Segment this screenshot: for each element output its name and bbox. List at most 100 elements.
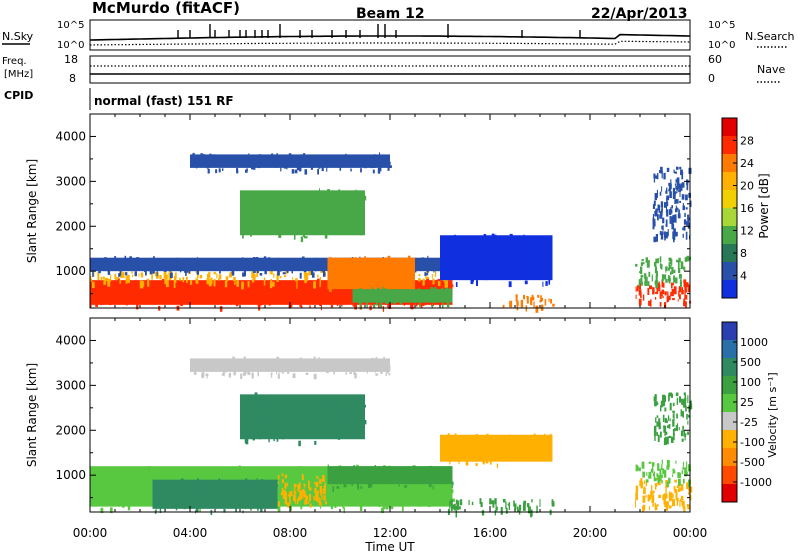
velocity-cell — [159, 507, 162, 513]
velocity-cell — [378, 466, 379, 470]
power-cell — [659, 264, 663, 267]
power-cell — [441, 287, 444, 292]
power-cell — [353, 304, 357, 307]
power-cell — [453, 238, 455, 243]
power-cell — [644, 273, 647, 280]
velocity-cell — [661, 459, 663, 464]
velocity-cell — [322, 358, 325, 362]
velocity-cell — [675, 392, 679, 396]
velocity-cell — [315, 491, 319, 496]
power-cell — [131, 295, 134, 299]
velocity-cell — [183, 496, 185, 502]
velocity-cell — [676, 413, 678, 419]
power-cell — [90, 276, 92, 281]
velocity-cell — [335, 413, 338, 416]
velocity-cell — [252, 427, 254, 430]
velocity-cell — [243, 356, 246, 360]
power-cell — [684, 300, 687, 306]
power-cell — [669, 215, 671, 224]
power-cell — [399, 286, 402, 291]
velocity-cell — [331, 419, 334, 425]
velocity-cell — [651, 462, 655, 467]
velocity-cell — [687, 420, 689, 425]
velocity-cell — [645, 494, 647, 498]
power-cell — [257, 161, 260, 168]
noise-left-label: N.Sky — [2, 30, 34, 43]
power-cell — [665, 278, 668, 283]
power-cell — [659, 170, 661, 173]
power-cell — [245, 258, 249, 263]
power-cell — [324, 233, 328, 239]
velocity-cell — [323, 481, 325, 487]
power-cell — [358, 154, 360, 158]
power-cell — [409, 267, 411, 272]
velocity-cell — [319, 506, 322, 509]
velocity-cell — [199, 494, 202, 499]
velocity-cell — [228, 487, 231, 491]
velocity-ytick-label: 4000 — [55, 333, 86, 347]
velocity-cell — [665, 505, 669, 511]
velocity-cell — [217, 501, 221, 505]
velocity-cell — [662, 394, 665, 400]
power-cell — [657, 204, 660, 211]
velocity-cell — [320, 501, 322, 507]
velocity-cell — [647, 494, 650, 502]
noise-left-tick-bottom: 10^0 — [57, 40, 84, 51]
velocity-cell — [132, 479, 134, 485]
power-cell — [151, 271, 153, 280]
velocity-cell — [400, 490, 403, 496]
velocity-cell — [662, 414, 665, 423]
power-cell — [266, 264, 269, 270]
power-cell — [385, 274, 388, 277]
power-cell — [665, 235, 668, 239]
velocity-cell — [456, 507, 459, 510]
velocity-cell — [277, 481, 279, 485]
velocity-cell — [680, 495, 684, 500]
velocity-cell — [415, 471, 418, 478]
power-cell — [343, 195, 347, 199]
velocity-cell — [643, 486, 646, 490]
velocity-cell — [508, 503, 510, 510]
power-cell — [452, 246, 455, 252]
power-cell — [426, 259, 429, 264]
velocity-cell — [653, 471, 655, 478]
velocity-cell — [287, 370, 290, 374]
power-cell — [210, 293, 213, 297]
velocity-cell — [254, 392, 258, 399]
velocity-cell — [657, 434, 660, 443]
power-cell — [338, 160, 341, 166]
velocity-cell — [651, 485, 653, 493]
velocity-cell — [453, 505, 457, 510]
velocity-cell — [655, 505, 658, 510]
power-cell — [282, 261, 285, 266]
velocity-cell — [447, 433, 450, 436]
power-cell — [163, 271, 166, 279]
power-cell — [108, 290, 111, 296]
velocity-cell — [681, 399, 684, 405]
power-cell — [384, 288, 386, 294]
velocity-cell — [641, 461, 645, 469]
velocity-cell — [314, 482, 317, 485]
power-cell — [668, 278, 671, 282]
velocity-cell — [486, 433, 489, 438]
power-cell — [338, 189, 341, 193]
velocity-cell — [389, 490, 392, 496]
power-cell — [646, 276, 648, 283]
velocity-cell — [309, 503, 312, 508]
velocity-cell — [398, 484, 400, 487]
velocity-cell — [259, 434, 261, 440]
velocity-cell — [645, 482, 648, 486]
velocity-cell — [687, 431, 689, 435]
velocity-cell — [270, 372, 273, 375]
velocity-cell — [200, 360, 202, 367]
velocity-cell — [476, 458, 479, 462]
velocity-cell — [261, 432, 264, 436]
power-cell — [359, 232, 363, 236]
velocity-cell — [381, 507, 384, 513]
power-cell — [657, 214, 659, 221]
power-cell — [371, 287, 374, 290]
power-cell — [178, 285, 181, 291]
power-cell — [448, 287, 451, 292]
velocity-cell — [654, 430, 657, 434]
power-cell — [343, 289, 347, 296]
